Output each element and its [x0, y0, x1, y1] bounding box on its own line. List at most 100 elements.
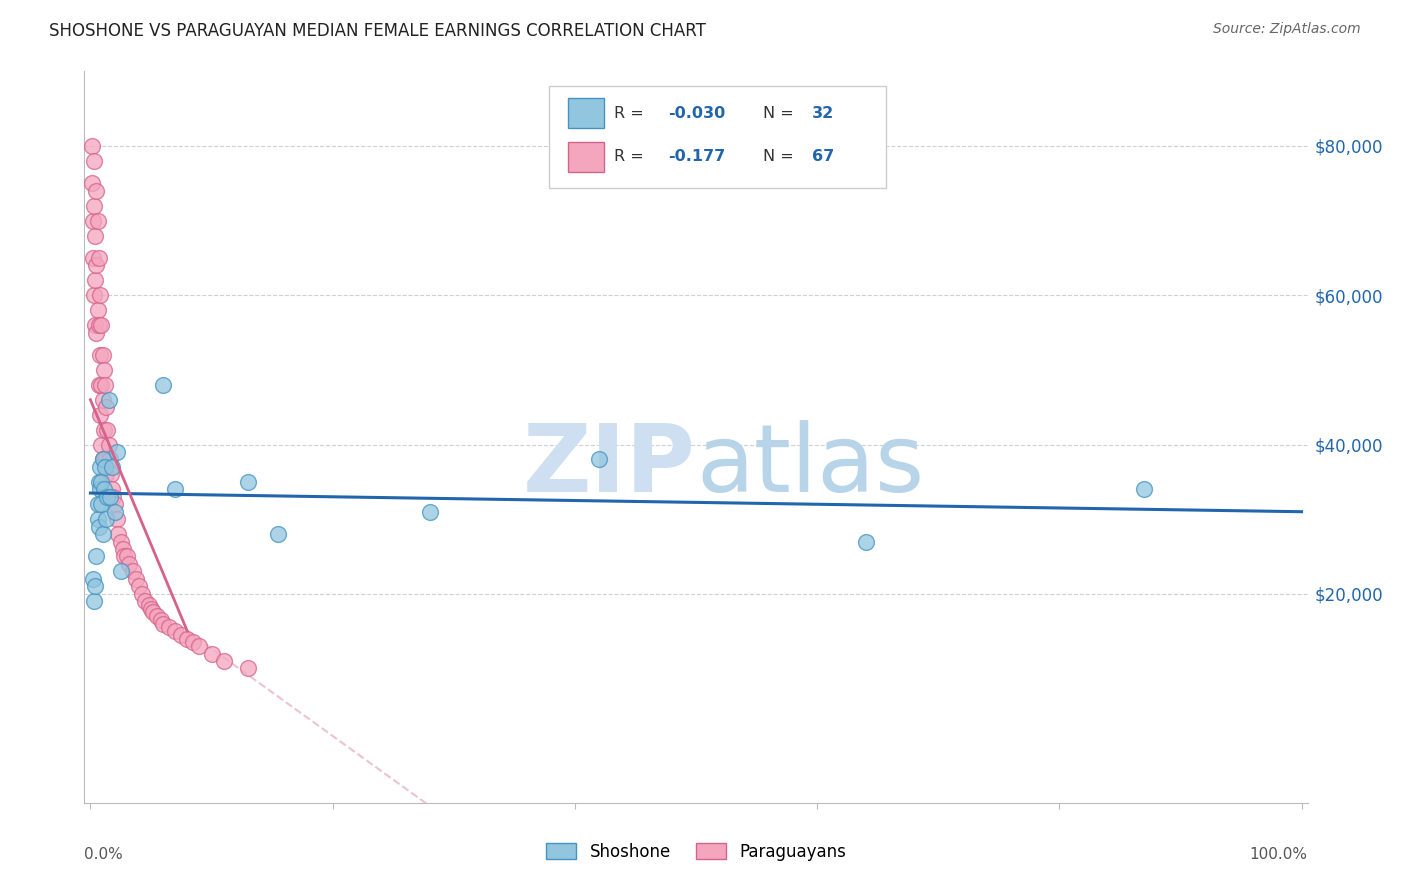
Point [83, 199, 105, 213]
Point [84, 273, 107, 287]
Point [93, 363, 115, 377]
Point [90, 437, 112, 451]
Point [89, 288, 111, 302]
Text: -0.177: -0.177 [668, 150, 725, 164]
Point [80, 177, 103, 191]
Point [115, 549, 138, 564]
Point [104, 505, 127, 519]
Point [82, 572, 104, 586]
Bar [568, 98, 605, 128]
Point [96, 423, 118, 437]
Point [80, 139, 103, 153]
Point [112, 542, 135, 557]
Point [121, 565, 143, 579]
Point [112, 549, 135, 564]
Point [101, 483, 124, 497]
Text: atlas: atlas [696, 420, 924, 512]
Point [86, 303, 108, 318]
Point [139, 601, 162, 615]
Point [91, 452, 114, 467]
Point [84, 228, 107, 243]
Point [125, 572, 148, 586]
Point [96, 401, 118, 415]
FancyBboxPatch shape [550, 86, 886, 188]
Point [128, 579, 150, 593]
Point [94, 459, 117, 474]
Point [90, 318, 112, 332]
Point [82, 251, 104, 265]
Point [855, 534, 877, 549]
Point [110, 565, 132, 579]
Text: ZIP: ZIP [523, 420, 696, 512]
Point [142, 606, 165, 620]
Point [105, 445, 128, 459]
Point [86, 549, 108, 564]
Point [83, 594, 105, 608]
Point [165, 624, 187, 639]
Point [176, 632, 198, 646]
Point [152, 616, 174, 631]
Text: 32: 32 [813, 105, 834, 120]
Point [200, 647, 222, 661]
Point [138, 598, 160, 612]
Point [152, 377, 174, 392]
Point [83, 153, 105, 168]
Point [90, 475, 112, 489]
Point [1133, 483, 1156, 497]
Point [91, 527, 114, 541]
Text: R =: R = [614, 105, 650, 120]
Text: -0.030: -0.030 [668, 105, 725, 120]
Point [236, 661, 259, 675]
Point [91, 452, 114, 467]
Point [86, 512, 108, 526]
Point [267, 527, 290, 541]
Point [96, 490, 118, 504]
Point [89, 408, 111, 422]
Text: Source: ZipAtlas.com: Source: ZipAtlas.com [1213, 22, 1361, 37]
Point [84, 579, 107, 593]
Point [188, 639, 211, 653]
Point [96, 512, 118, 526]
Point [90, 377, 112, 392]
Bar [568, 143, 605, 171]
Point [87, 519, 110, 533]
Point [97, 437, 120, 451]
Point [157, 620, 180, 634]
Text: SHOSHONE VS PARAGUAYAN MEDIAN FEMALE EARNINGS CORRELATION CHART: SHOSHONE VS PARAGUAYAN MEDIAN FEMALE EAR… [49, 22, 706, 40]
Text: N =: N = [763, 105, 799, 120]
Text: N =: N = [763, 150, 799, 164]
Point [93, 423, 115, 437]
Point [91, 392, 114, 407]
Point [105, 512, 128, 526]
Point [107, 527, 129, 541]
Point [94, 377, 117, 392]
Point [86, 259, 108, 273]
Point [90, 497, 112, 511]
Point [212, 654, 235, 668]
Point [98, 452, 121, 467]
Point [89, 348, 111, 362]
Point [149, 613, 172, 627]
Point [110, 534, 132, 549]
Point [146, 609, 169, 624]
Point [134, 594, 156, 608]
Point [84, 318, 107, 332]
Point [83, 288, 105, 302]
Point [588, 452, 610, 467]
Point [104, 497, 127, 511]
Point [93, 483, 115, 497]
Point [236, 475, 259, 489]
Point [103, 490, 125, 504]
Point [87, 318, 110, 332]
Point [86, 326, 108, 340]
Point [100, 467, 122, 482]
Point [98, 490, 121, 504]
Point [86, 213, 108, 227]
Point [101, 459, 124, 474]
Point [418, 505, 440, 519]
Legend: Shoshone, Paraguayans: Shoshone, Paraguayans [540, 837, 852, 868]
Point [89, 459, 111, 474]
Point [87, 251, 110, 265]
Point [94, 452, 117, 467]
Point [118, 557, 141, 571]
